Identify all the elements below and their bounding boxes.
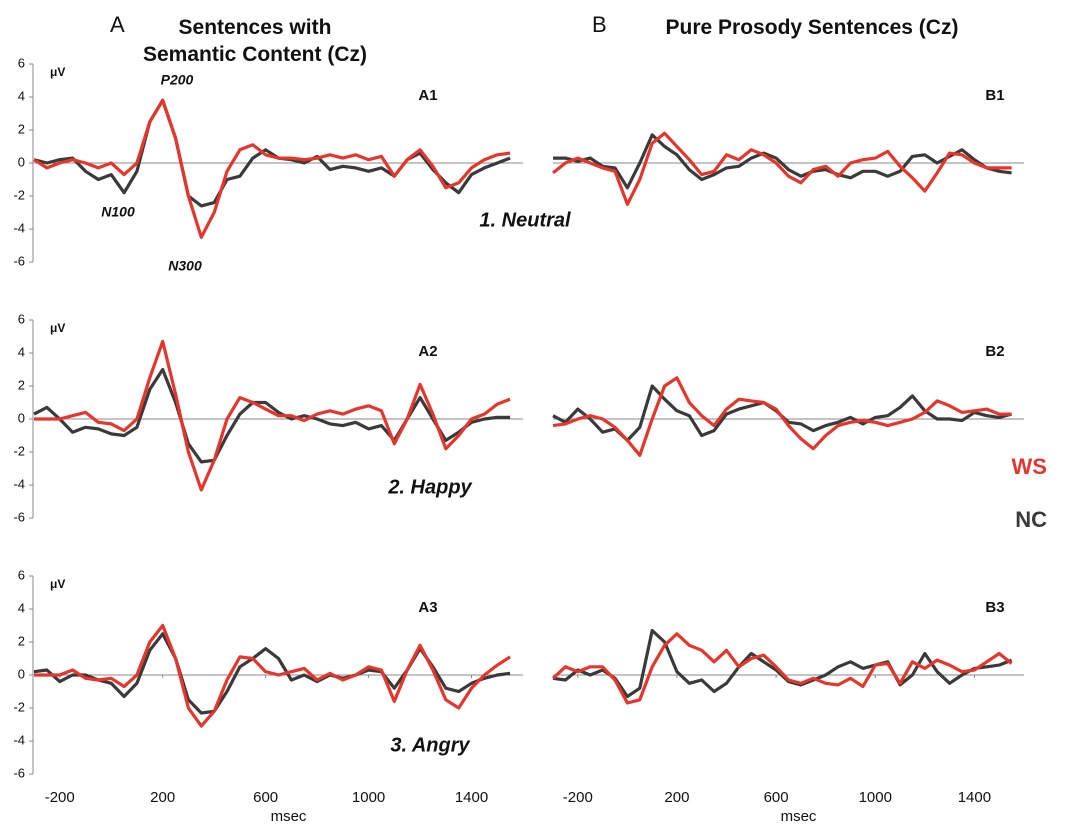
erp-line [553,133,1012,190]
y-tick-label: 6 [18,55,25,70]
y-tick-label: 0 [18,666,25,681]
condition-label: 1. Neutral [479,209,571,231]
y-tick-label: 0 [18,154,25,169]
x-tick-label: 1400 [455,789,488,806]
erp-line [33,367,511,464]
y-tick-label: 2 [18,633,25,648]
condition-label: 3. Angry [390,734,470,756]
y-tick-label: 4 [18,88,25,103]
panel-label: A1 [418,87,437,104]
y-tick-label: -4 [13,476,25,491]
y-tick-label: -4 [13,732,25,747]
panel-label: B1 [985,87,1004,104]
y-tick-label: 2 [18,377,25,392]
x-tick-label: -200 [45,789,75,806]
condition-label: 2. Happy [387,476,472,498]
x-tick-label: 200 [664,789,689,806]
x-tick-label: 600 [764,789,789,806]
y-tick-label: -2 [13,443,25,458]
y-tick-label: -4 [13,220,25,235]
panel-label: A3 [418,599,437,616]
erp-line [552,131,1012,206]
y-axis-unit: μV [50,321,65,335]
x-tick-label: 1000 [859,789,892,806]
panel-label: B3 [985,599,1004,616]
panel-label: A2 [418,343,437,360]
y-tick-label: -2 [13,187,25,202]
column-letter: A [110,12,125,37]
y-tick-label: 4 [18,344,25,359]
y-tick-label: -6 [13,253,25,268]
x-axis-label: msec [271,808,307,825]
legend-entry: NC [1015,507,1047,532]
erp-line [33,98,511,208]
x-tick-label: 1000 [352,789,385,806]
panel-label: B2 [985,343,1004,360]
component-label: N100 [101,204,135,220]
x-tick-label: 200 [150,789,175,806]
component-label: P200 [161,72,194,88]
x-tick-label: 600 [253,789,278,806]
y-axis-unit: μV [50,577,65,591]
erp-line [551,632,1013,705]
y-tick-label: -6 [13,765,25,780]
y-tick-label: -2 [13,699,25,714]
y-tick-label: 4 [18,600,25,615]
column-heading: Pure Prosody Sentences (Cz) [665,16,959,39]
column-letter: B [592,12,607,37]
legend-entry: WS [1012,454,1047,479]
y-axis-unit: μV [50,65,65,79]
x-tick-label: -200 [563,789,593,806]
erp-line [34,623,511,728]
erp-line [552,376,1012,457]
x-tick-label: 1400 [958,789,991,806]
erp-line [33,98,511,239]
y-tick-label: 0 [18,410,25,425]
y-tick-label: -6 [13,509,25,524]
erp-line [34,339,511,492]
column-heading: Sentences with Semantic Content (Cz) [142,16,367,66]
y-tick-label: 2 [18,121,25,136]
y-tick-label: 6 [18,567,25,582]
y-tick-label: 6 [18,311,25,326]
component-label: N300 [168,258,202,274]
x-axis-label: msec [781,808,817,825]
erp-line [552,628,1013,699]
